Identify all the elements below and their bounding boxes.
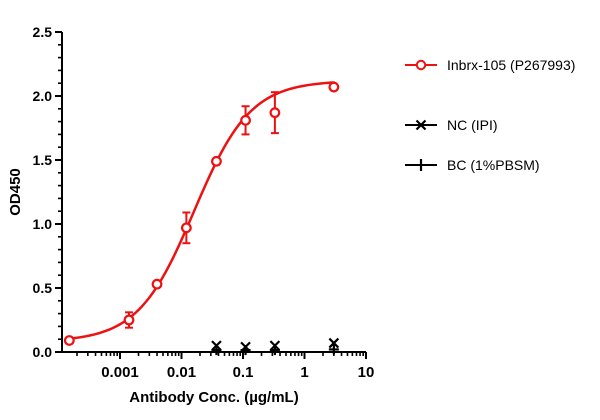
legend-item-bc: BC (1%PBSM) [404, 154, 540, 176]
fit-curve [68, 81, 336, 340]
nc-x-marker [269, 340, 281, 351]
axis-tick-labels: 0.0 0.5 1.0 1.5 2.0 2.5 0.001 0.01 0.1 1 10 [33, 24, 375, 381]
y-tick-label: 1.0 [33, 216, 53, 232]
legend-item-inbrx: Inbrx-105 (P267993) [404, 54, 575, 76]
x-marker-line-icon [405, 119, 437, 131]
nc-x-marker [328, 337, 340, 349]
y-tick-label: 0.0 [33, 344, 53, 360]
error-bars [124, 91, 279, 329]
plus-marker-line-icon [405, 159, 437, 171]
axis-ticks [55, 31, 368, 359]
open-circle-line-icon [405, 59, 437, 71]
x-axis-title: Antibody Conc. (µg/mL) [129, 389, 298, 406]
legend-item-nc: NC (IPI) [404, 114, 498, 136]
inbrx-data-point [240, 114, 251, 126]
legend-label-inbrx: Inbrx-105 (P267993) [447, 57, 576, 73]
series-nc-markers [211, 337, 340, 353]
legend-label-nc: NC (IPI) [447, 117, 498, 133]
axes [61, 32, 367, 353]
nc-x-marker [211, 340, 222, 351]
y-tick-label: 2.5 [33, 24, 53, 40]
y-axis-title: OD450 [7, 168, 24, 216]
nc-x-marker [240, 341, 251, 353]
x-tick-label: 10 [358, 364, 375, 381]
x-tick-label: 0.1 [233, 364, 254, 381]
legend-label-bc: BC (1%PBSM) [447, 157, 540, 173]
inbrx-data-point [211, 155, 222, 167]
inbrx-data-point [328, 81, 340, 93]
x-tick-label: 1 [300, 364, 308, 381]
series-inbrx-markers [63, 81, 340, 346]
inbrx-data-point [269, 107, 281, 119]
inbrx-data-point [180, 222, 192, 234]
inbrx-fit-curve [68, 81, 336, 340]
x-tick-label: 0.001 [101, 364, 139, 381]
inbrx-data-point [151, 278, 163, 290]
x-tick-label: 0.01 [167, 364, 196, 381]
inbrx-data-point [123, 314, 135, 326]
y-tick-label: 1.5 [33, 152, 53, 168]
y-tick-label: 2.0 [33, 88, 53, 104]
y-tick-label: 0.5 [33, 280, 53, 296]
inbrx-data-point [63, 335, 75, 346]
